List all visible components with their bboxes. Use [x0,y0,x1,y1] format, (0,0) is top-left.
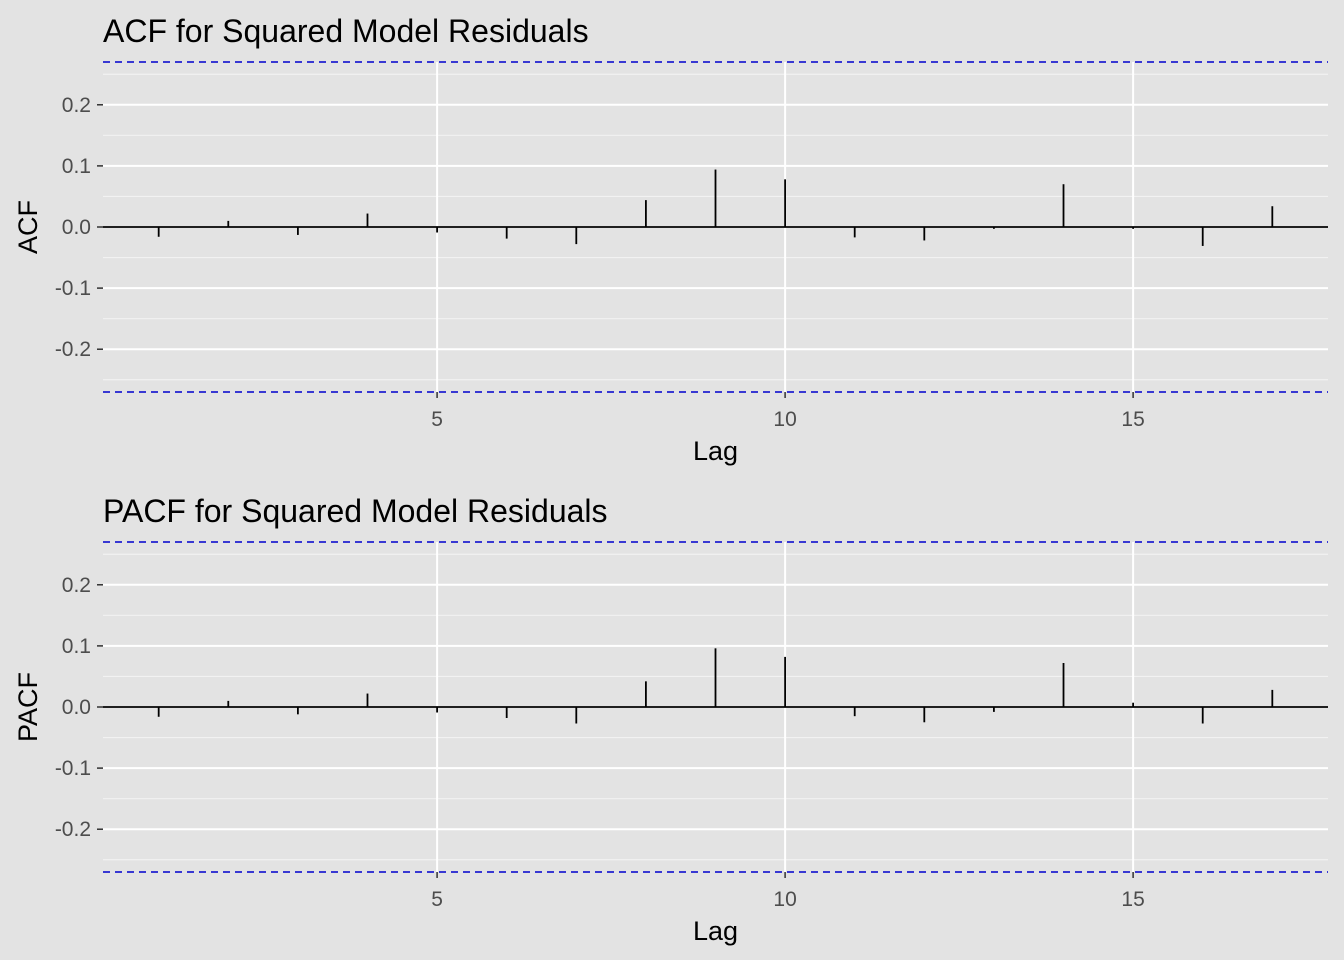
acf-y-tick-label: 0.0 [62,216,91,239]
pacf-x-axis-title: Lag [693,916,738,946]
pacf-y-tick-label: 0.2 [62,574,91,597]
pacf-y-axis-title: PACF [13,672,43,742]
pacf-title: PACF for Squared Model Residuals [103,493,608,529]
acf-x-axis-title: Lag [693,436,738,466]
acf-x-tick-label: 5 [431,408,443,431]
acf-title: ACF for Squared Model Residuals [103,13,589,49]
pacf-y-tick-label: 0.0 [62,696,91,719]
pacf-panel: PACF for Squared Model Residuals -0.2 -0.1… [13,493,1328,946]
acf-y-tick-label: 0.1 [62,155,91,178]
acf-y-tick-label: 0.2 [62,94,91,117]
acf-y-tick-label: -0.1 [55,277,91,300]
acf-y-tick-label: -0.2 [55,338,91,361]
pacf-y-tick-label: -0.1 [55,757,91,780]
acf-panel: ACF for Squared Model Residuals -0.2 -0.1 0… [13,13,1328,466]
pacf-y-tick-label: 0.1 [62,635,91,658]
acf-y-axis-title: ACF [13,200,43,254]
acf-x-tick-label: 10 [773,408,796,431]
pacf-x-tick-label: 5 [431,888,443,911]
pacf-x-tick-label: 10 [773,888,796,911]
acf-x-tick-label: 15 [1121,408,1144,431]
pacf-y-tick-label: -0.2 [55,818,91,841]
pacf-x-tick-label: 15 [1121,888,1144,911]
